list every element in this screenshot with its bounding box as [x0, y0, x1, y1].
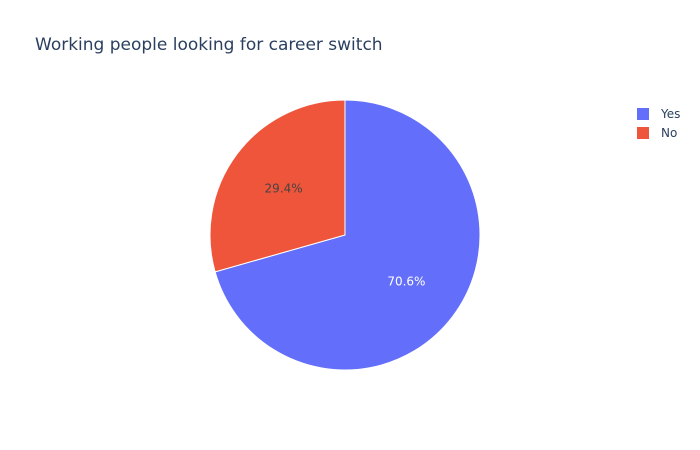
slice-label-no: 29.4%: [265, 182, 303, 196]
legend-label-no: No: [661, 126, 677, 140]
pie-slices: [209, 99, 481, 371]
legend-label-yes: Yes: [660, 107, 680, 121]
pie-slice-no: [209, 99, 346, 273]
pie-slice-yes: [214, 99, 481, 371]
pie-slice-labels: 70.6% 29.4%: [265, 182, 426, 289]
legend-item-no[interactable]: No: [637, 126, 677, 140]
legend-swatch-yes: [637, 108, 649, 120]
legend-item-yes[interactable]: Yes: [637, 107, 680, 121]
slice-label-yes: 70.6%: [387, 274, 425, 288]
legend-swatch-no: [637, 127, 649, 139]
legend: Yes No: [637, 107, 680, 140]
chart-title: Working people looking for career switch: [35, 35, 383, 55]
